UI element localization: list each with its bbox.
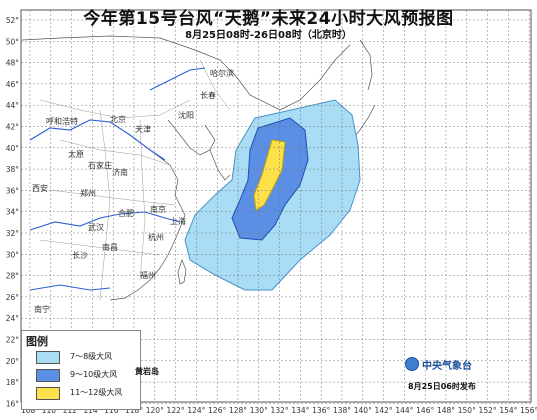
lat-tick-label: 38°	[6, 165, 20, 174]
graticule	[21, 10, 531, 404]
lat-tick-label: 42°	[6, 123, 20, 132]
legend-swatch	[36, 387, 60, 400]
lon-tick-label: 140°	[354, 406, 372, 415]
province-borders	[39, 59, 231, 301]
city-label: 石家庄	[88, 160, 112, 170]
lon-tick-label: 124°	[187, 406, 205, 415]
lat-tick-label: 46°	[6, 80, 20, 89]
globe-icon	[405, 357, 419, 371]
lon-tick-label: 130°	[250, 406, 268, 415]
map-title: 今年第15号台风“天鹅”未来24小时大风预报图	[83, 9, 454, 29]
legend-label: 11～12级大风	[70, 388, 123, 397]
city-label: 济南	[112, 167, 128, 177]
lat-tick-label: 40°	[6, 144, 20, 153]
lon-tick-label: 146°	[416, 406, 434, 415]
lat-tick-label: 16°	[6, 399, 20, 408]
lat-tick-label: 22°	[6, 336, 20, 345]
city-label: 杭州	[148, 232, 164, 242]
lon-tick-label: 150°	[458, 406, 476, 415]
lat-tick-label: 32°	[6, 229, 20, 238]
legend-title: 图例	[26, 335, 48, 348]
city-label: 天津	[135, 124, 151, 134]
city-label: 郑州	[80, 188, 96, 198]
map-subtitle: 8月25日08时-26日08时（北京时）	[185, 30, 352, 41]
lon-tick-label: 128°	[229, 406, 247, 415]
legend-label: 7～8级大风	[70, 352, 113, 361]
lon-tick-label: 154°	[499, 406, 517, 415]
lat-tick-label: 20°	[6, 357, 20, 366]
lat-tick-label: 30°	[6, 250, 20, 259]
city-label: 哈尔滨	[210, 68, 234, 78]
city-label: 长春	[200, 90, 216, 100]
issue-time: 8月25日06时发布	[408, 382, 476, 391]
zone-11-12	[253, 139, 286, 211]
lon-tick-label: 114°	[83, 406, 101, 415]
city-label: 南京	[150, 204, 166, 214]
legend-swatch	[36, 351, 60, 364]
city-label: 合肥	[118, 208, 134, 218]
lat-tick-label: 26°	[6, 293, 20, 302]
lat-tick-label: 18°	[6, 378, 20, 387]
lon-tick-label: 110°	[42, 406, 60, 415]
city-label: 沈阳	[178, 110, 194, 120]
city-label: 北京	[110, 114, 126, 124]
legend: 图例 7～8级大风 9～10级大风 11～12级大风	[21, 330, 141, 410]
lat-tick-label: 50°	[6, 37, 20, 46]
tick-labels: 108° 110° 112° 114° 116° 118° 120° 122° 124° 126°…	[6, 16, 537, 415]
city-label: 西安	[32, 183, 48, 193]
legend-label: 9～10级大风	[70, 370, 118, 379]
city-label: 上海	[170, 216, 186, 226]
lon-tick-label: 112°	[63, 406, 81, 415]
legend-swatch	[36, 369, 60, 382]
lon-tick-label: 148°	[437, 406, 455, 415]
city-label: 太原	[68, 149, 84, 159]
city-label: 武汉	[88, 222, 104, 232]
city-label: 南宁	[34, 304, 50, 314]
lon-tick-label: 108°	[21, 406, 39, 415]
lat-tick-label: 52°	[6, 16, 20, 25]
lon-tick-label: 134°	[291, 406, 309, 415]
lon-tick-label: 120°	[146, 406, 164, 415]
lon-tick-label: 136°	[312, 406, 330, 415]
lon-tick-label: 126°	[208, 406, 226, 415]
lon-tick-label: 118°	[125, 406, 143, 415]
lat-tick-label: 24°	[6, 314, 20, 323]
city-label: 南昌	[102, 242, 118, 252]
lat-tick-label: 48°	[6, 59, 20, 68]
lon-tick-label: 138°	[333, 406, 351, 415]
agency-name: 中央气象台	[422, 361, 472, 372]
city-label: 福州	[140, 271, 156, 280]
city-label: 呼和浩特	[46, 116, 78, 126]
lat-tick-label: 36°	[6, 186, 20, 195]
lon-tick-label: 156°	[520, 406, 537, 415]
lon-tick-label: 152°	[479, 406, 497, 415]
lat-tick-label: 34°	[6, 208, 20, 217]
lon-tick-label: 144°	[395, 406, 413, 415]
lon-tick-label: 132°	[271, 406, 289, 415]
lat-tick-label: 28°	[6, 272, 20, 281]
lon-tick-label: 122°	[167, 406, 185, 415]
wind-zones	[184, 99, 361, 291]
agency-logo: 中央气象台	[405, 357, 472, 372]
lon-tick-label: 142°	[375, 406, 393, 415]
lon-tick-label: 116°	[104, 406, 122, 415]
island-label: 黄岩岛	[135, 367, 159, 376]
rivers	[29, 67, 206, 291]
city-label: 长沙	[72, 250, 88, 260]
lat-tick-label: 44°	[6, 101, 20, 110]
city-labels: 哈尔滨 长春 沈阳 呼和浩特 北京 天津 太原 石家庄 济南 西安 郑州 合肥 …	[32, 68, 234, 314]
